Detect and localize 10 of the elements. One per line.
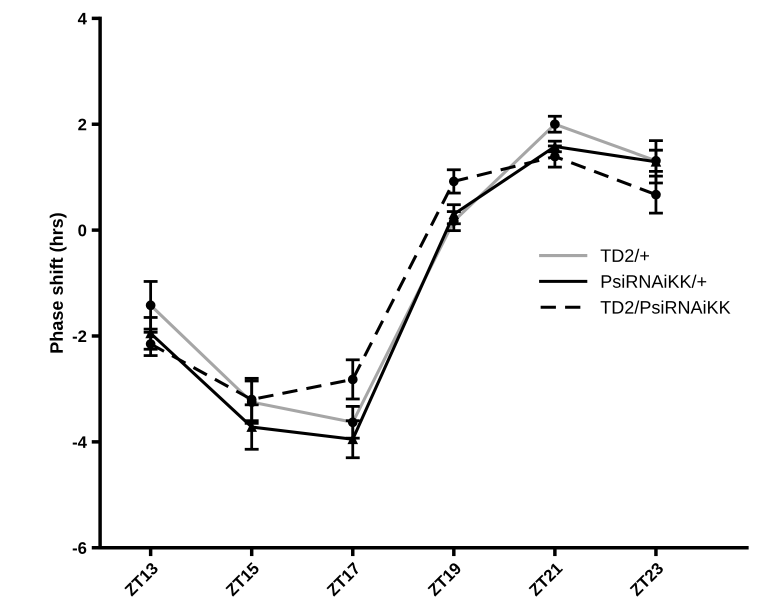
legend-label: PsiRNAiKK/+ xyxy=(602,274,706,288)
y-axis-title: Phase shift (hrs) xyxy=(50,213,67,353)
y-tick-label: -2 xyxy=(72,330,86,342)
y-tick-label: 0 xyxy=(78,224,86,236)
y-tick-label: -6 xyxy=(72,542,86,554)
y-tick-label: 2 xyxy=(78,118,86,130)
y-tick-label: 4 xyxy=(78,12,87,24)
legend-label: TD2/+ xyxy=(600,248,649,262)
legend-label: TD2/PsiRNAiKK xyxy=(600,300,730,314)
y-tick-label: -4 xyxy=(72,436,87,448)
